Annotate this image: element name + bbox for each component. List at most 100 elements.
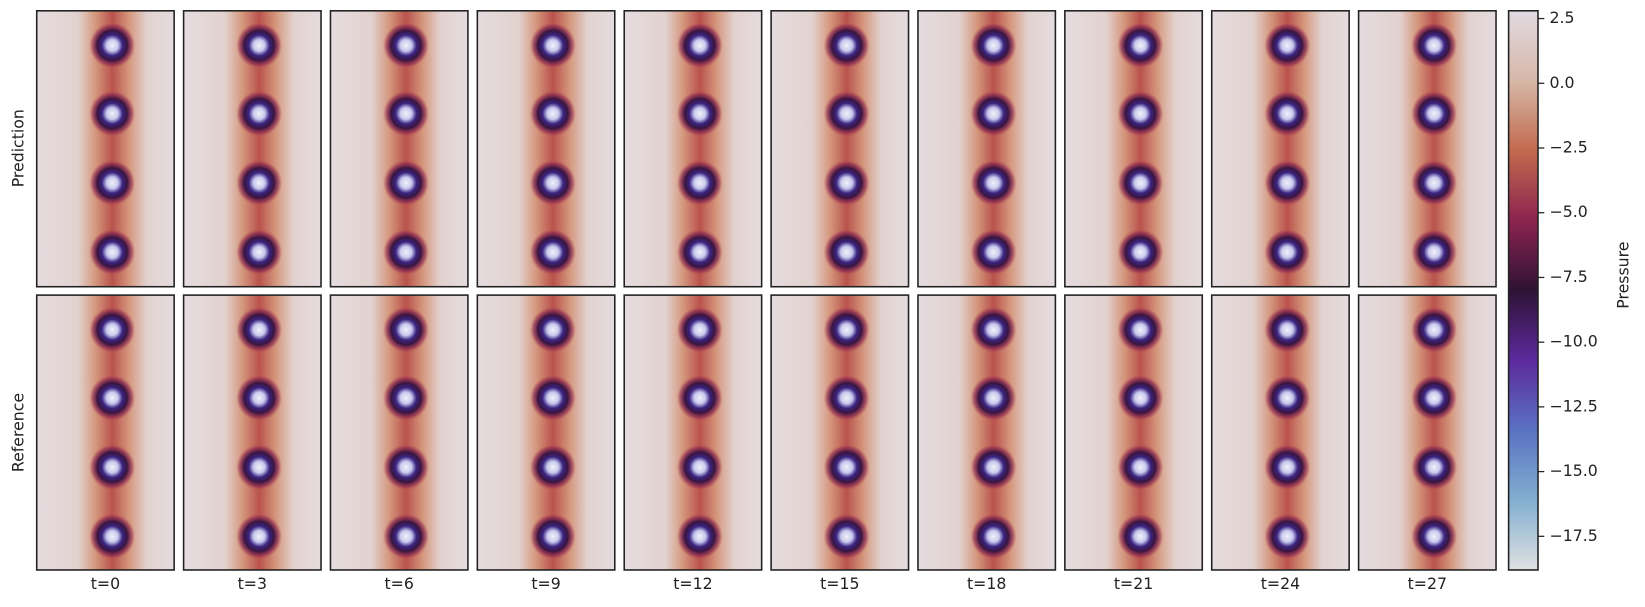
vortex — [382, 22, 430, 69]
colorbar-tick-label: −17.5 — [1550, 526, 1598, 545]
vortex — [1264, 159, 1311, 206]
vortex — [236, 229, 283, 276]
colorbar-tick-label: −10.0 — [1550, 332, 1598, 351]
vortex — [529, 444, 576, 491]
vortex — [1411, 306, 1458, 353]
colorbar-tick-label: 2.5 — [1550, 8, 1575, 27]
vortex — [1264, 374, 1311, 421]
panel-frame — [476, 294, 616, 571]
column-label: t=18 — [967, 574, 1006, 593]
vortex — [1411, 374, 1458, 421]
vortex — [1411, 229, 1458, 276]
colorbar-tick-label: −2.5 — [1550, 138, 1588, 157]
panel-frame — [1064, 10, 1204, 288]
vortex — [382, 444, 430, 491]
column-label: t=12 — [673, 574, 712, 593]
vortex — [382, 513, 430, 560]
vortex — [382, 229, 430, 276]
vortex — [236, 90, 283, 137]
colorbar-tick-label: −15.0 — [1550, 461, 1598, 480]
panel-frame — [917, 294, 1057, 571]
panel-frame — [1357, 294, 1497, 571]
column-label: t=15 — [820, 574, 859, 593]
vortex — [89, 513, 136, 560]
column-label: t=27 — [1408, 574, 1447, 593]
vortex — [1117, 444, 1164, 491]
panel-frame — [623, 294, 763, 571]
vortex — [823, 374, 870, 421]
vortex — [89, 90, 136, 137]
panel-frame — [770, 294, 910, 571]
colorbar-tick-label: −5.0 — [1550, 202, 1588, 221]
vortex — [970, 90, 1017, 137]
vortex — [676, 159, 723, 206]
row-label: Prediction — [8, 109, 27, 187]
vortex — [1411, 22, 1458, 69]
vortex — [1264, 306, 1311, 353]
panel-frame — [329, 294, 469, 571]
heatmap-panel — [1357, 294, 1497, 571]
panel-frame — [35, 10, 175, 288]
panel-frame — [1210, 10, 1350, 288]
vortex — [970, 513, 1017, 560]
panel-frame — [182, 10, 322, 288]
panel-frame — [623, 10, 763, 288]
colorbar — [1507, 10, 1539, 571]
vortex — [823, 444, 870, 491]
vortex — [676, 374, 723, 421]
vortex — [529, 374, 576, 421]
panel-frame — [329, 10, 469, 288]
colorbar-tick-label: 0.0 — [1550, 73, 1575, 92]
heatmap-panel — [917, 294, 1057, 571]
vortex — [236, 306, 283, 353]
column-label: t=21 — [1114, 574, 1153, 593]
heatmap-panel — [329, 294, 469, 571]
column-label: t=9 — [531, 574, 560, 593]
vortex — [236, 22, 283, 69]
vortex — [1117, 159, 1164, 206]
heatmap-panel — [476, 10, 616, 288]
vortex — [970, 444, 1017, 491]
colorbar-tick-label: −7.5 — [1550, 267, 1588, 286]
panel-frame — [770, 10, 910, 288]
vortex — [1411, 444, 1458, 491]
panel-frame — [35, 294, 175, 571]
vortex — [970, 306, 1017, 353]
heatmap-panel — [35, 294, 175, 571]
vortex — [529, 229, 576, 276]
vortex — [1264, 22, 1311, 69]
heatmap-panel — [476, 294, 616, 571]
vortex — [382, 159, 430, 206]
vortex — [823, 22, 870, 69]
vortex — [823, 306, 870, 353]
vortex — [529, 159, 576, 206]
vortex — [529, 22, 576, 69]
vortex — [89, 22, 136, 69]
heatmap-panel — [1357, 10, 1497, 288]
heatmap-panel — [623, 10, 763, 288]
heatmap-panel — [623, 294, 763, 571]
vortex — [89, 229, 136, 276]
vortex — [823, 229, 870, 276]
panel-frame — [476, 10, 616, 288]
panel-frame — [1064, 294, 1204, 571]
vortex — [1117, 90, 1164, 137]
vortex — [676, 229, 723, 276]
vortex — [236, 374, 283, 421]
vortex — [1117, 513, 1164, 560]
column-label: t=3 — [238, 574, 267, 593]
column-label: t=6 — [385, 574, 414, 593]
vortex — [529, 306, 576, 353]
heatmap-panel — [770, 10, 910, 288]
panel-frame — [1357, 10, 1497, 288]
vortex — [970, 229, 1017, 276]
panel-frame — [917, 10, 1057, 288]
heatmap-panel — [1210, 294, 1350, 571]
vortex — [236, 513, 283, 560]
vortex — [1117, 229, 1164, 276]
heatmap-panel — [1064, 294, 1204, 571]
heatmap-panel — [1064, 10, 1204, 288]
vortex — [382, 374, 430, 421]
row-label: Reference — [8, 393, 27, 472]
